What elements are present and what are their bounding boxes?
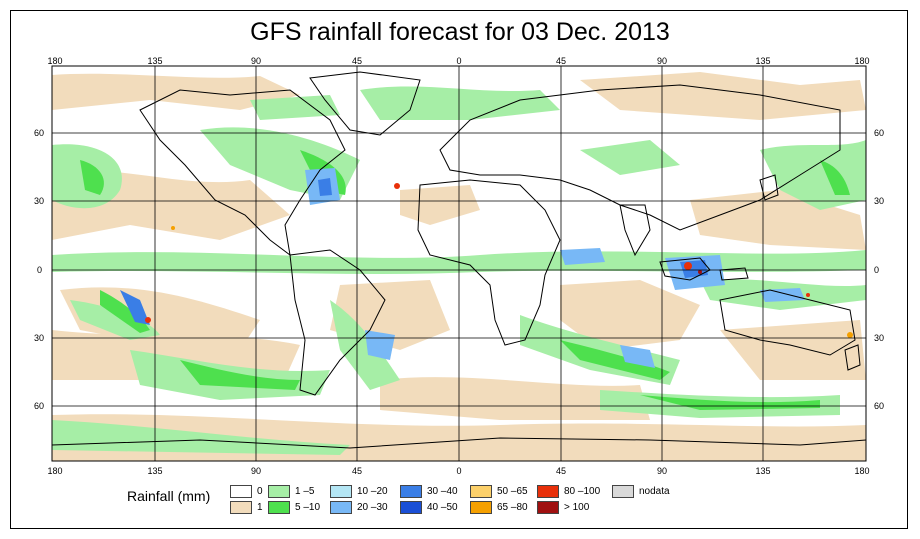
- graticule: [52, 66, 866, 461]
- legend-label: 65 –80: [497, 502, 528, 513]
- lon-tick-bottom: 135: [755, 466, 770, 476]
- legend-label: 5 –10: [295, 502, 321, 513]
- lon-tick-bottom: 45: [556, 466, 566, 476]
- lon-tick-bottom: 45: [352, 466, 362, 476]
- legend-label: > 100: [564, 502, 590, 513]
- figure-frame: [10, 10, 908, 529]
- legend-swatch: [470, 485, 492, 498]
- rainfall-extreme-cells: [145, 183, 853, 338]
- lat-tick-right: 60: [874, 401, 884, 411]
- legend-title: Rainfall (mm): [127, 488, 211, 504]
- lon-tick-top: 135: [147, 56, 162, 66]
- legend-item: 0: [230, 485, 263, 498]
- legend-item: > 100: [537, 501, 589, 514]
- legend-label: 1 –5: [295, 486, 315, 497]
- legend-item: 1: [230, 501, 263, 514]
- lat-tick-left: 0: [37, 265, 42, 275]
- lat-tick-left: 60: [34, 401, 44, 411]
- lon-tick-top: 0: [456, 56, 461, 66]
- lon-tick-top: 180: [854, 56, 869, 66]
- legend-item: 40 –50: [400, 501, 458, 514]
- lon-tick-bottom: 90: [251, 466, 261, 476]
- legend-swatch: [612, 485, 634, 498]
- legend-swatch: [400, 485, 422, 498]
- legend-swatch: [330, 501, 352, 514]
- legend-item: 5 –10: [268, 501, 320, 514]
- legend-label: 80 –100: [564, 486, 601, 497]
- lat-tick-left: 60: [34, 128, 44, 138]
- lat-tick-right: 30: [874, 333, 884, 343]
- lon-tick-top: 45: [352, 56, 362, 66]
- legend-item: 10 –20: [330, 485, 388, 498]
- legend-label: 1: [257, 502, 263, 513]
- legend-item: nodata: [612, 485, 670, 498]
- legend-item: 50 –65: [470, 485, 528, 498]
- legend-swatch: [268, 501, 290, 514]
- legend-label: 50 –65: [497, 486, 528, 497]
- legend-swatch: [400, 501, 422, 514]
- coastlines: [52, 71, 866, 449]
- lon-tick-bottom: 180: [854, 466, 869, 476]
- rainfall-heavy-blue-cells: [120, 168, 805, 368]
- legend-label: 0: [257, 486, 263, 497]
- legend-swatch: [230, 485, 252, 498]
- lat-tick-right: 0: [874, 265, 879, 275]
- legend-swatch: [470, 501, 492, 514]
- legend-label: 10 –20: [357, 486, 388, 497]
- lon-tick-bottom: 135: [147, 466, 162, 476]
- lat-tick-left: 30: [34, 196, 44, 206]
- map-border: [51, 65, 867, 462]
- legend-label: 30 –40: [427, 486, 458, 497]
- legend-label: 20 –30: [357, 502, 388, 513]
- legend-swatch: [537, 501, 559, 514]
- legend-swatch: [537, 485, 559, 498]
- legend-swatch: [268, 485, 290, 498]
- lon-tick-bottom: 0: [456, 466, 461, 476]
- lat-tick-left: 30: [34, 333, 44, 343]
- legend-swatch: [230, 501, 252, 514]
- legend-label: 40 –50: [427, 502, 458, 513]
- legend-swatch: [330, 485, 352, 498]
- lon-tick-top: 135: [755, 56, 770, 66]
- lon-tick-top: 90: [251, 56, 261, 66]
- lon-tick-top: 180: [47, 56, 62, 66]
- legend-item: 80 –100: [537, 485, 600, 498]
- lat-tick-right: 60: [874, 128, 884, 138]
- legend-item: 1 –5: [268, 485, 314, 498]
- lon-tick-top: 45: [556, 56, 566, 66]
- legend-item: 30 –40: [400, 485, 458, 498]
- lon-tick-bottom: 90: [657, 466, 667, 476]
- legend-item: 65 –80: [470, 501, 528, 514]
- map-title: GFS rainfall forecast for 03 Dec. 2013: [250, 18, 670, 46]
- legend-item: 20 –30: [330, 501, 388, 514]
- lat-tick-right: 30: [874, 196, 884, 206]
- lon-tick-bottom: 180: [47, 466, 62, 476]
- lon-tick-top: 90: [657, 56, 667, 66]
- legend-label: nodata: [639, 486, 670, 497]
